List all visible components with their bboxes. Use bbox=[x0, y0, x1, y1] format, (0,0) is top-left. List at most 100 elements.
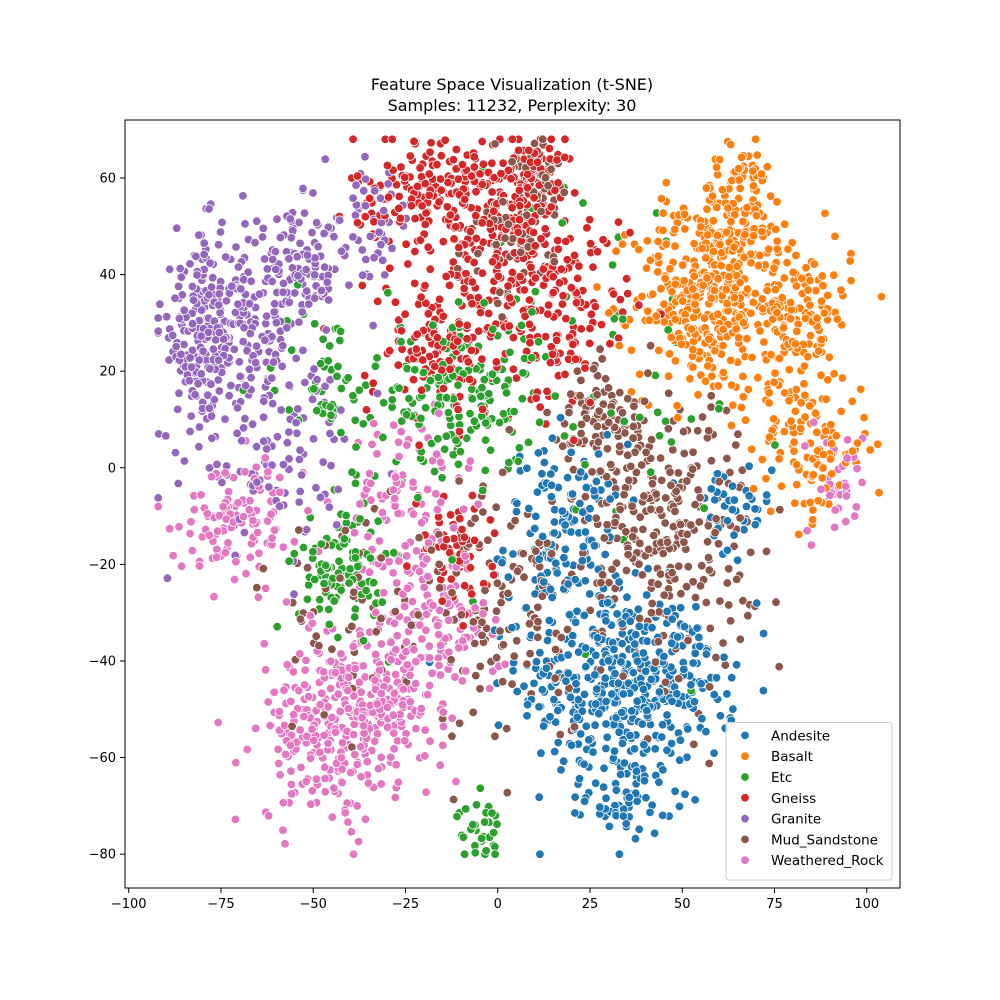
data-point-etc bbox=[459, 849, 470, 859]
data-point-andesite bbox=[601, 793, 611, 803]
data-point-granite bbox=[348, 232, 358, 242]
data-point-mud-sandstone bbox=[575, 391, 585, 401]
data-point-basalt bbox=[611, 246, 621, 256]
data-point-weathered-rock bbox=[337, 738, 348, 748]
data-point-basalt bbox=[677, 260, 688, 270]
data-point-mud-sandstone bbox=[599, 533, 610, 543]
data-point-mud-sandstone bbox=[646, 608, 657, 618]
data-point-basalt bbox=[817, 271, 828, 281]
data-point-mud-sandstone bbox=[667, 568, 677, 578]
data-point-mud-sandstone bbox=[576, 428, 586, 439]
data-point-weathered-rock bbox=[260, 453, 270, 463]
data-point-etc bbox=[714, 404, 724, 414]
data-point-weathered-rock bbox=[390, 792, 401, 803]
data-point-weathered-rock bbox=[189, 505, 200, 515]
data-point-basalt bbox=[761, 473, 771, 484]
data-point-mud-sandstone bbox=[473, 248, 483, 259]
data-point-mud-sandstone bbox=[390, 606, 401, 617]
data-point-etc bbox=[475, 783, 486, 794]
data-point-mud-sandstone bbox=[435, 583, 445, 593]
data-point-weathered-rock bbox=[850, 511, 860, 521]
data-point-basalt bbox=[766, 506, 776, 517]
data-point-granite bbox=[213, 239, 224, 250]
data-point-mud-sandstone bbox=[314, 641, 324, 651]
data-point-andesite bbox=[598, 782, 609, 792]
data-point-mud-sandstone bbox=[688, 577, 698, 587]
data-point-mud-sandstone bbox=[615, 387, 625, 398]
data-point-etc bbox=[316, 539, 327, 549]
data-point-mud-sandstone bbox=[690, 592, 701, 603]
data-point-gneiss bbox=[570, 188, 580, 198]
data-point-etc bbox=[420, 403, 431, 413]
data-point-granite bbox=[238, 191, 248, 201]
data-point-andesite bbox=[701, 649, 712, 659]
data-point-gneiss bbox=[574, 261, 584, 271]
data-point-etc bbox=[533, 337, 544, 347]
data-point-mud-sandstone bbox=[647, 598, 657, 609]
data-point-weathered-rock bbox=[842, 435, 853, 445]
data-point-andesite bbox=[638, 648, 649, 658]
data-point-andesite bbox=[564, 610, 575, 620]
data-point-gneiss bbox=[513, 227, 523, 238]
data-point-basalt bbox=[713, 381, 723, 391]
data-point-mud-sandstone bbox=[681, 582, 692, 592]
data-point-gneiss bbox=[528, 227, 539, 238]
data-point-weathered-rock bbox=[269, 525, 280, 535]
chart-title: Feature Space Visualization (t-SNE) bbox=[371, 75, 653, 94]
data-point-granite bbox=[299, 208, 310, 218]
data-point-mud-sandstone bbox=[644, 544, 654, 555]
data-point-etc bbox=[383, 288, 393, 298]
legend-marker bbox=[740, 793, 750, 803]
data-point-etc bbox=[467, 394, 478, 404]
data-point-weathered-rock bbox=[425, 736, 435, 746]
data-point-mud-sandstone bbox=[738, 596, 748, 606]
data-point-granite bbox=[264, 482, 274, 492]
data-point-weathered-rock bbox=[223, 487, 234, 497]
data-point-weathered-rock bbox=[434, 660, 444, 671]
data-point-mud-sandstone bbox=[722, 453, 732, 464]
data-point-mud-sandstone bbox=[558, 441, 568, 451]
data-point-mud-sandstone bbox=[471, 670, 481, 681]
data-point-weathered-rock bbox=[857, 477, 867, 488]
data-point-granite bbox=[278, 459, 289, 470]
data-point-mud-sandstone bbox=[628, 421, 639, 432]
data-point-basalt bbox=[765, 191, 776, 201]
data-point-granite bbox=[275, 232, 286, 243]
data-point-weathered-rock bbox=[260, 583, 271, 594]
data-point-basalt bbox=[740, 229, 750, 240]
data-point-weathered-rock bbox=[336, 649, 346, 659]
data-point-gneiss bbox=[478, 159, 489, 170]
data-point-basalt bbox=[819, 308, 830, 318]
data-point-andesite bbox=[532, 487, 543, 497]
data-point-basalt bbox=[738, 318, 749, 328]
data-point-granite bbox=[319, 262, 330, 272]
data-point-granite bbox=[257, 232, 268, 242]
data-point-weathered-rock bbox=[438, 707, 449, 717]
data-point-mud-sandstone bbox=[703, 552, 714, 563]
data-point-gneiss bbox=[547, 349, 558, 360]
data-point-gneiss bbox=[522, 183, 533, 193]
data-point-weathered-rock bbox=[164, 524, 175, 534]
data-point-basalt bbox=[718, 340, 728, 351]
data-point-andesite bbox=[634, 824, 644, 835]
data-point-weathered-rock bbox=[431, 449, 442, 459]
data-point-basalt bbox=[791, 281, 802, 291]
data-point-weathered-rock bbox=[459, 504, 469, 514]
data-point-gneiss bbox=[420, 178, 430, 189]
data-point-mud-sandstone bbox=[615, 504, 625, 515]
data-point-gneiss bbox=[441, 534, 452, 545]
data-point-mud-sandstone bbox=[679, 537, 689, 548]
data-point-mud-sandstone bbox=[660, 518, 670, 528]
data-point-mud-sandstone bbox=[593, 437, 604, 447]
data-point-mud-sandstone bbox=[503, 219, 514, 229]
data-point-weathered-rock bbox=[408, 477, 418, 488]
data-point-weathered-rock bbox=[340, 808, 351, 818]
data-point-weathered-rock bbox=[303, 506, 313, 516]
data-point-mud-sandstone bbox=[491, 239, 501, 250]
data-point-andesite bbox=[591, 778, 601, 788]
data-point-basalt bbox=[803, 352, 813, 362]
data-point-andesite bbox=[701, 726, 711, 737]
data-point-weathered-rock bbox=[405, 697, 416, 707]
data-point-mud-sandstone bbox=[490, 139, 500, 149]
data-point-gneiss bbox=[408, 374, 419, 385]
